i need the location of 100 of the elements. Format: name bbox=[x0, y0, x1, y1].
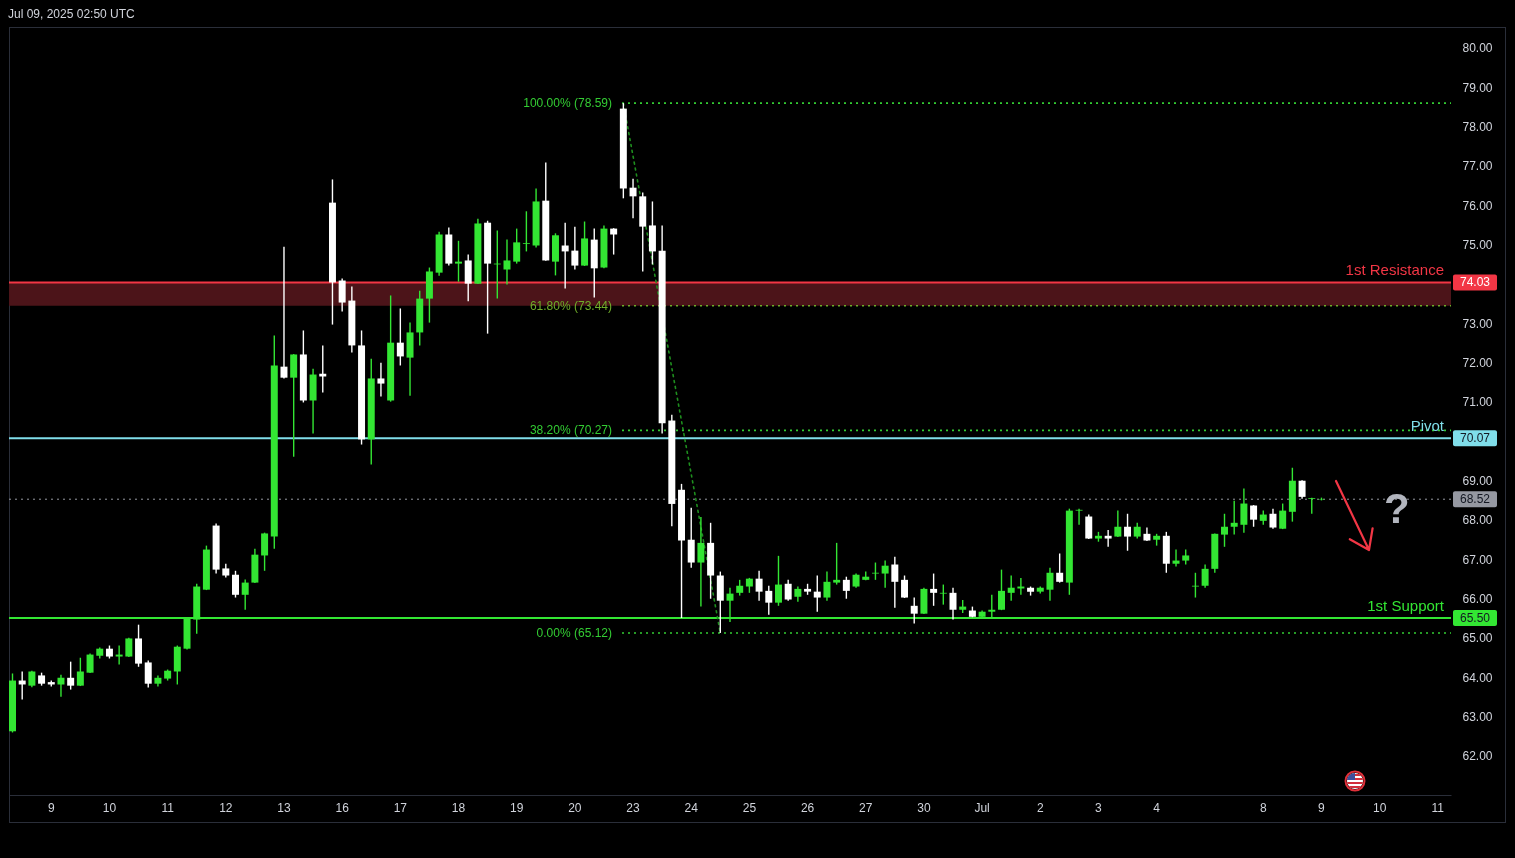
candlestick bbox=[901, 574, 909, 599]
y-tick-label: 75.00 bbox=[1462, 237, 1493, 252]
candlestick bbox=[280, 245, 288, 380]
x-tick-label: 30 bbox=[917, 800, 931, 815]
candlestick bbox=[939, 583, 947, 606]
candlestick bbox=[687, 507, 695, 569]
candlestick bbox=[1230, 500, 1238, 536]
candlestick bbox=[629, 177, 637, 220]
y-tick-label: 68.00 bbox=[1462, 513, 1493, 528]
candlestick bbox=[503, 238, 511, 286]
candlestick bbox=[1240, 487, 1248, 534]
x-tick-label: 9 bbox=[47, 800, 55, 815]
x-tick-label: 3 bbox=[1095, 800, 1103, 815]
candlestick bbox=[998, 568, 1005, 611]
candlestick bbox=[1172, 548, 1180, 568]
ref-line-label: 61.80% (73.44) bbox=[529, 298, 612, 313]
candlestick bbox=[833, 542, 841, 586]
y-tick-label: 66.00 bbox=[1462, 591, 1493, 606]
x-tick-label: 10 bbox=[102, 800, 117, 815]
annotation: 65.50 bbox=[1459, 611, 1491, 625]
candlestick bbox=[571, 225, 579, 271]
candlestick bbox=[774, 555, 782, 607]
annotation: 68.52 bbox=[1459, 492, 1491, 507]
y-tick-label: 64.00 bbox=[1462, 670, 1493, 685]
x-tick-label: 8 bbox=[1259, 800, 1267, 815]
candlestick bbox=[1017, 577, 1025, 596]
candlestick bbox=[881, 559, 889, 589]
y-tick-label: 69.00 bbox=[1462, 473, 1493, 488]
candlestick bbox=[1085, 513, 1093, 540]
x-tick-label: 23 bbox=[626, 800, 641, 815]
y-tick-label: 77.00 bbox=[1462, 159, 1493, 174]
candlestick bbox=[144, 659, 152, 689]
y-tick-label: 76.00 bbox=[1462, 198, 1493, 213]
y-tick-label: 78.00 bbox=[1462, 119, 1493, 134]
candlestick bbox=[910, 596, 918, 625]
x-tick-label: 4 bbox=[1153, 800, 1161, 815]
ref-line-label: Pivot bbox=[1410, 417, 1445, 435]
candlestick bbox=[232, 570, 239, 599]
candlestick bbox=[522, 210, 530, 253]
candlestick bbox=[261, 531, 269, 572]
candlestick bbox=[1075, 507, 1083, 526]
ref-line-label: 38.20% (70.27) bbox=[529, 423, 612, 438]
candlestick bbox=[1298, 479, 1306, 500]
chart-title: Jul 09, 2025 02:50 UTC bbox=[8, 7, 135, 21]
ref-line-label: 1st Support bbox=[1367, 597, 1445, 614]
candlestick bbox=[464, 253, 472, 303]
candlestick bbox=[455, 240, 462, 283]
candlestick bbox=[949, 587, 957, 621]
y-tick-label: 80.00 bbox=[1462, 41, 1493, 56]
candlestick bbox=[513, 227, 521, 265]
y-tick-label: 71.00 bbox=[1462, 395, 1493, 410]
x-tick-label: 12 bbox=[219, 800, 233, 815]
x-tick-label: 26 bbox=[800, 800, 815, 815]
y-tick-label: 73.00 bbox=[1462, 316, 1493, 331]
candlestick bbox=[1191, 572, 1199, 599]
x-tick-label: 9 bbox=[1318, 800, 1326, 815]
candlestick bbox=[241, 578, 249, 611]
ref-line-label: 100.00% (78.59) bbox=[523, 96, 612, 111]
x-tick-label: 11 bbox=[1431, 800, 1445, 815]
x-tick-label: 13 bbox=[277, 800, 291, 815]
x-tick-label: 27 bbox=[859, 800, 873, 815]
candlestick bbox=[1250, 504, 1258, 528]
x-tick-label: 2 bbox=[1036, 800, 1044, 815]
x-tick-label: 18 bbox=[451, 800, 466, 815]
x-tick-label: 10 bbox=[1372, 800, 1387, 815]
candlestick bbox=[697, 516, 705, 608]
candlestick bbox=[1007, 574, 1015, 602]
candlestick bbox=[396, 307, 404, 367]
y-tick-label: 62.00 bbox=[1462, 749, 1493, 764]
candlestick bbox=[1201, 563, 1209, 589]
candlestick bbox=[823, 570, 831, 602]
x-tick-label: Jul bbox=[974, 800, 990, 815]
y-tick-label: 65.00 bbox=[1462, 631, 1493, 646]
candlestick bbox=[1046, 566, 1054, 602]
candlestick bbox=[1114, 509, 1122, 538]
annotation: 74.03 bbox=[1459, 275, 1491, 290]
candlestick bbox=[1269, 507, 1277, 530]
y-tick-label: 63.00 bbox=[1462, 709, 1493, 724]
candlestick bbox=[1279, 502, 1287, 530]
candlestick bbox=[1124, 513, 1132, 552]
ref-line-label: 0.00% (65.12) bbox=[536, 625, 612, 640]
x-tick-label: 25 bbox=[742, 800, 757, 815]
candlestick bbox=[1221, 513, 1228, 548]
candlestick bbox=[377, 362, 385, 398]
annotation: ? bbox=[1384, 485, 1410, 532]
candlestick bbox=[1104, 529, 1112, 548]
y-tick-label: 67.00 bbox=[1462, 552, 1493, 567]
candlestick bbox=[891, 555, 899, 609]
candlestick bbox=[610, 227, 618, 256]
candlestick bbox=[842, 576, 850, 600]
candlestick bbox=[784, 579, 792, 602]
x-tick-label: 19 bbox=[510, 800, 524, 815]
candlestick bbox=[76, 657, 84, 687]
x-tick-label: 16 bbox=[335, 800, 350, 815]
y-tick-label: 79.00 bbox=[1462, 80, 1493, 95]
y-tick-label: 72.00 bbox=[1462, 355, 1493, 370]
x-tick-label: 11 bbox=[161, 800, 175, 815]
ref-line-label: 1st Resistance bbox=[1345, 261, 1444, 279]
candlestick bbox=[930, 572, 938, 607]
x-tick-label: 20 bbox=[568, 800, 582, 815]
